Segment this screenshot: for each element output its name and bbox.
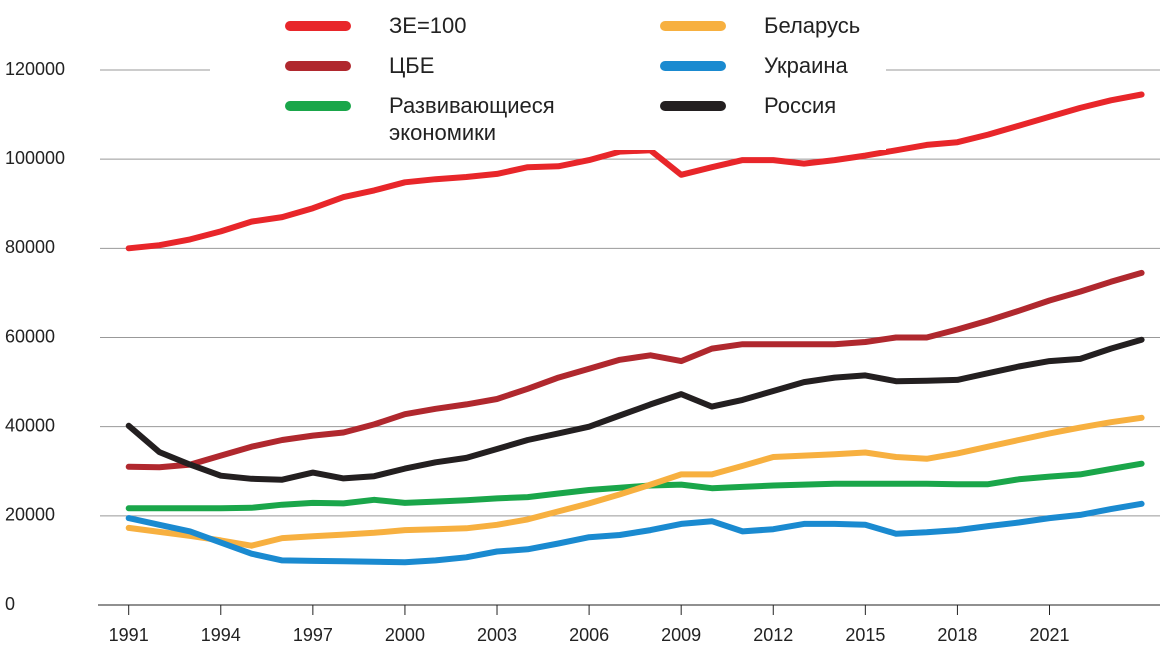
- legend-label: ЦБЕ: [389, 53, 435, 78]
- series-line: [125, 91, 1145, 252]
- legend-label: Украина: [764, 53, 848, 78]
- legend-item: Украина: [660, 52, 984, 79]
- x-tick-label: 2000: [385, 625, 425, 645]
- x-tick-label: 1991: [109, 625, 149, 645]
- series-line: [125, 500, 1145, 566]
- y-tick-label: 0: [5, 594, 15, 614]
- x-tick-label: 1997: [293, 625, 333, 645]
- x-tick-label: 1994: [201, 625, 241, 645]
- x-tick-label: 2003: [477, 625, 517, 645]
- legend-label: ЗЕ=100: [389, 13, 467, 38]
- legend-swatch: [285, 21, 351, 31]
- legend-item: Россия: [660, 92, 984, 119]
- x-tick-label: 2006: [569, 625, 609, 645]
- y-tick-label: 80000: [5, 237, 55, 257]
- x-tick-label: 2012: [753, 625, 793, 645]
- y-tick-label: 40000: [5, 415, 55, 435]
- x-tick-label: 2009: [661, 625, 701, 645]
- legend-label: Россия: [764, 93, 837, 118]
- legend-swatch: [285, 61, 351, 71]
- x-tick-label: 2021: [1029, 625, 1069, 645]
- legend-swatch: [285, 101, 351, 111]
- series-line: [125, 460, 1145, 512]
- y-tick-label: 60000: [5, 326, 55, 346]
- legend-swatch: [660, 101, 726, 111]
- series-line: [125, 414, 1145, 549]
- y-tick-label: 120000: [5, 59, 65, 79]
- legend-item: ЦБЕ: [285, 52, 589, 79]
- legend-label: Развивающиеся экономики: [389, 93, 555, 145]
- series-line: [125, 336, 1145, 483]
- x-tick-label: 2015: [845, 625, 885, 645]
- y-tick-label: 100000: [5, 148, 65, 168]
- x-tick-label: 2018: [937, 625, 977, 645]
- legend-item: ЗЕ=100: [285, 12, 589, 39]
- legend-swatch: [660, 21, 726, 31]
- legend-item: Беларусь: [660, 12, 984, 39]
- legend-label: Беларусь: [764, 13, 861, 38]
- series-line: [125, 269, 1145, 471]
- y-tick-label: 20000: [5, 505, 55, 525]
- legend: ЗЕ=100 ЦБЕ Развивающиеся экономики Беларусь…: [210, 0, 886, 150]
- legend-item: Развивающиеся экономики: [285, 92, 589, 146]
- legend-swatch: [660, 61, 726, 71]
